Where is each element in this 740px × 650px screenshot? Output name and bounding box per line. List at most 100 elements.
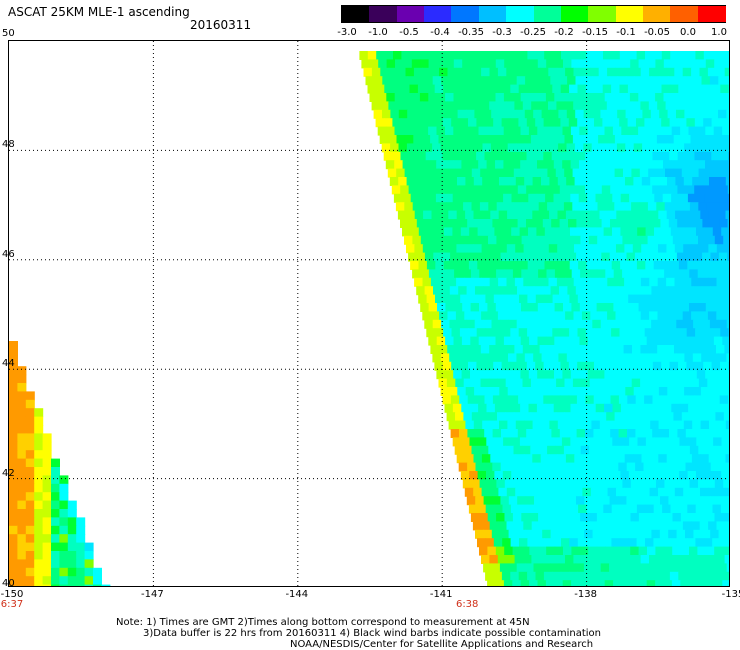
swath-cell (492, 151, 502, 161)
swath-cell (76, 517, 86, 527)
swath-cell (465, 143, 475, 153)
swath-cell (702, 219, 712, 228)
swath-cell (447, 101, 457, 111)
swath-cell (692, 420, 702, 430)
swath-cell (34, 500, 44, 510)
swath-cell (473, 210, 483, 220)
swath-cell (25, 467, 35, 476)
swath-cell (625, 177, 634, 186)
swath-cell (681, 235, 691, 245)
swath-cell (404, 135, 414, 144)
swath-cell (706, 479, 716, 489)
swath-cell (623, 378, 633, 388)
swath-cell (469, 160, 479, 170)
swath-cell (631, 135, 641, 144)
swath-cell (509, 185, 519, 195)
swath-cell (613, 513, 623, 522)
swath-cell (67, 534, 77, 544)
swath-cell (453, 336, 463, 346)
swath-cell (628, 51, 638, 60)
swath-cell (526, 151, 536, 161)
swath-cell (536, 193, 546, 203)
swath-cell (25, 458, 35, 468)
swath-cell (383, 151, 393, 161)
swath-cell (417, 118, 427, 128)
swath-cell (489, 555, 499, 564)
swath-cell (605, 445, 615, 455)
swath-cell (631, 202, 641, 212)
swath-cell (543, 84, 553, 94)
swath-cell (691, 67, 701, 77)
swath-cell (551, 219, 561, 228)
swath-cell (386, 59, 396, 69)
swath-cell (472, 67, 482, 77)
swath-cell (519, 504, 529, 514)
swath-cell (427, 193, 437, 203)
swath-cell (527, 84, 537, 94)
swath-cell (536, 437, 546, 447)
swath-cell (626, 252, 636, 262)
swath-cell (499, 420, 508, 430)
swath-cell (591, 454, 601, 464)
swath-cell (9, 458, 18, 468)
swath-cell (624, 454, 634, 464)
swath-cell (543, 328, 553, 338)
swath-cell (442, 185, 452, 195)
swath-cell (720, 51, 729, 60)
swath-cell (708, 244, 718, 254)
map-date: 20160311 (190, 18, 252, 32)
swath-cell (622, 235, 632, 245)
swath-cell (690, 168, 700, 178)
swath-cell (682, 311, 692, 321)
swath-cell (707, 135, 717, 144)
swath-cell (584, 219, 594, 228)
swath-cell (530, 378, 540, 388)
swath-cell (603, 437, 613, 447)
swath-cell (724, 555, 729, 564)
swath-cell (579, 59, 589, 69)
swath-cell (558, 143, 568, 153)
swath-cell (448, 244, 457, 254)
swath-cell (552, 84, 562, 94)
swath-cell (695, 328, 705, 338)
swath-cell (660, 151, 670, 161)
swath-cell (42, 559, 52, 569)
swath-cell (520, 126, 530, 136)
swath-cell (717, 454, 727, 464)
swath-cell (59, 576, 69, 586)
swath-cell (413, 168, 422, 178)
swath-cell (634, 286, 644, 296)
swath-cell (719, 429, 729, 438)
swath-cell (657, 311, 667, 321)
swath-cell (406, 244, 415, 254)
swath-cell (684, 319, 694, 329)
swath-cell (526, 395, 536, 405)
swath-cell (546, 513, 556, 522)
swath-cell (450, 395, 460, 405)
swath-cell (585, 185, 594, 195)
swath-cell (489, 67, 499, 77)
swath-cell (693, 462, 703, 472)
swath-cell (415, 177, 424, 186)
swath-cell (595, 403, 605, 413)
swath-cell (529, 336, 539, 346)
swath-cell (619, 294, 629, 304)
swath-cell (553, 471, 563, 480)
swath-cell (445, 59, 455, 69)
swath-cell (9, 399, 18, 409)
swath-cell (694, 219, 703, 228)
swath-cell (688, 126, 698, 136)
swath-cell (503, 580, 513, 586)
swath-cell (682, 555, 692, 564)
swath-cell (478, 370, 488, 380)
swath-cell (575, 109, 585, 119)
swath-cell (687, 227, 697, 237)
swath-cell (714, 513, 724, 522)
swath-cell (621, 303, 631, 312)
swath-cell (550, 76, 560, 86)
swath-cell (609, 252, 619, 262)
swath-cell (461, 126, 471, 136)
swath-cell (681, 412, 691, 422)
swath-cell (602, 151, 612, 161)
swath-cell (649, 555, 658, 564)
